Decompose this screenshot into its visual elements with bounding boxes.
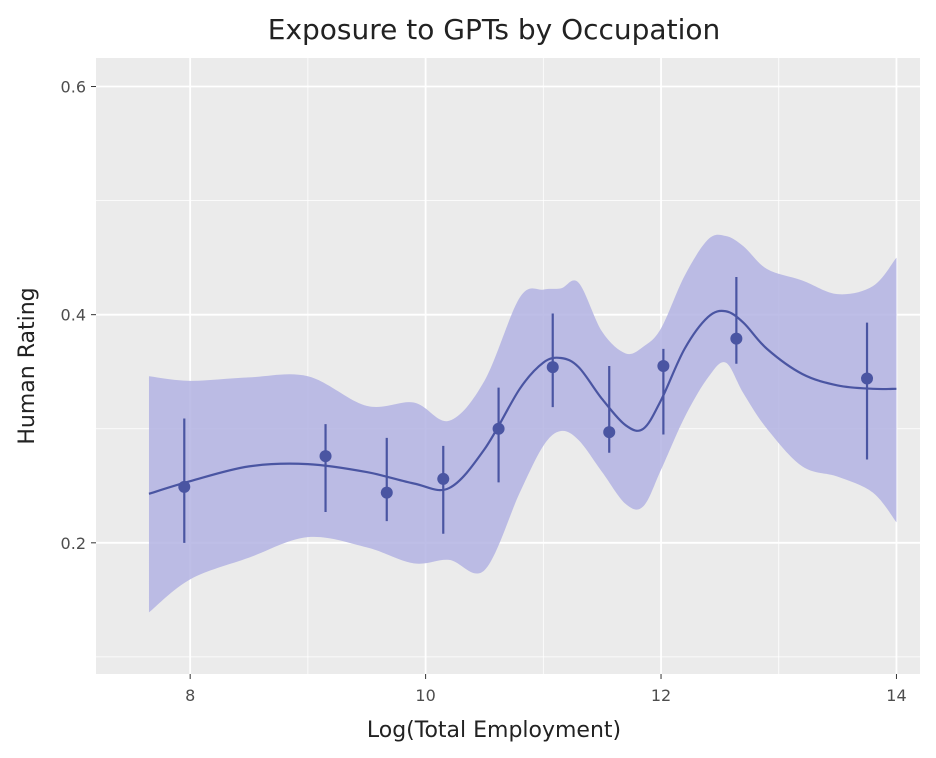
confidence-band xyxy=(148,234,897,613)
data-point xyxy=(492,422,505,435)
x-axis-label: Log(Total Employment) xyxy=(367,718,621,743)
chart-title: Exposure to GPTs by Occupation xyxy=(268,13,720,46)
error-bars xyxy=(183,277,869,543)
confidence-band-area xyxy=(148,234,897,613)
y-tick-label: 0.2 xyxy=(61,534,86,553)
data-point xyxy=(546,361,559,374)
data-point xyxy=(603,426,616,439)
x-tick-label: 14 xyxy=(886,686,906,705)
data-point xyxy=(730,332,743,345)
x-axis: 8 10 12 14 xyxy=(185,674,907,705)
data-point xyxy=(319,450,332,463)
x-tick-label: 12 xyxy=(651,686,671,705)
y-tick-label: 0.6 xyxy=(61,78,86,97)
data-point xyxy=(437,472,450,485)
data-point xyxy=(861,372,874,385)
data-point xyxy=(380,486,393,499)
smooth-line xyxy=(148,309,897,495)
x-tick-label: 10 xyxy=(415,686,435,705)
smooth-line-path xyxy=(148,309,897,495)
data-point xyxy=(178,480,191,493)
data-points xyxy=(178,332,874,499)
y-axis-label: Human Rating xyxy=(15,287,40,444)
x-tick-label: 8 xyxy=(185,686,195,705)
data-point xyxy=(657,360,670,372)
y-tick-label: 0.4 xyxy=(61,306,86,325)
y-axis: 0.2 0.4 0.6 xyxy=(61,78,96,553)
